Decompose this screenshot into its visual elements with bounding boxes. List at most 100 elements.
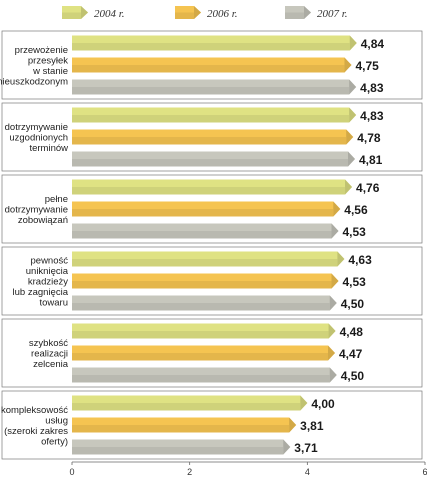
x-tick-label: 4 <box>305 467 310 477</box>
bar-3-shade <box>72 87 350 95</box>
value-label: 4,50 <box>341 297 365 311</box>
bar-3-shade <box>72 159 348 167</box>
bar-3-tip <box>347 151 355 167</box>
legend-item: 2004 r. <box>62 6 125 20</box>
category-label: uzgodnionych <box>9 133 68 144</box>
bar-2-shade <box>72 65 345 73</box>
bar-2-shade <box>72 209 334 217</box>
category-label: usług <box>45 415 68 426</box>
bar-3-tip <box>329 295 337 311</box>
bar-2-shade <box>72 353 328 361</box>
value-label: 4,83 <box>360 81 384 95</box>
legend-label: 2004 r. <box>94 8 125 20</box>
value-label: 4,63 <box>348 253 372 267</box>
bar-1-tip <box>349 35 357 51</box>
bar-1-tip <box>337 251 345 267</box>
category-label: oferty) <box>41 436 68 447</box>
bar-3-shade <box>72 303 330 311</box>
bar-2-tip <box>331 273 339 289</box>
bar-1-shade <box>72 331 329 339</box>
value-label: 4,47 <box>339 347 363 361</box>
legend-swatch-shade <box>62 12 81 19</box>
value-label: 4,53 <box>343 225 367 239</box>
legend-item: 2007 r. <box>285 6 348 20</box>
bar-1-shade <box>72 187 346 195</box>
bar-2-shade <box>72 425 290 433</box>
category-label: nieuszkodzonym <box>0 76 68 87</box>
bar-3-tip <box>283 439 291 455</box>
bar-1-tip <box>328 323 336 339</box>
bar-1-shade <box>72 259 338 267</box>
value-label: 3,71 <box>294 441 318 455</box>
category-label: (szeroki zakres <box>4 426 68 437</box>
value-label: 3,81 <box>300 419 324 433</box>
value-label: 4,84 <box>361 37 385 51</box>
x-tick-label: 2 <box>187 467 192 477</box>
value-label: 4,48 <box>340 325 364 339</box>
bar-1-shade <box>72 115 350 123</box>
legend-swatch-shade <box>285 12 304 19</box>
value-label: 4,78 <box>357 131 381 145</box>
legend-swatch-tip <box>304 6 311 19</box>
category-label: dotrzymywanie <box>5 205 68 216</box>
x-axis: 0 2 4 6 <box>69 461 427 477</box>
x-tick-label: 6 <box>422 467 427 477</box>
category-label: pełne <box>45 194 68 205</box>
category-label: przewożenie <box>15 45 68 56</box>
bar-2-tip <box>344 57 352 73</box>
bar-1-tip <box>300 395 308 411</box>
x-tick-label: 0 <box>69 467 74 477</box>
category-label: kradzieży <box>28 277 68 288</box>
legend-swatch-shade <box>175 12 194 19</box>
bar-2-tip <box>289 417 297 433</box>
category-label: terminów <box>29 143 68 154</box>
legend-label: 2007 r. <box>317 8 348 20</box>
category-label: w stanie <box>32 66 68 77</box>
value-label: 4,83 <box>360 109 384 123</box>
category-label: zelcenia <box>33 359 69 370</box>
legend: 2004 r. 2006 r. 2007 r. <box>62 6 348 20</box>
legend-swatch-tip <box>194 6 201 19</box>
bar-3-tip <box>329 367 337 383</box>
category-label: szybkość <box>29 338 68 349</box>
value-label: 4,50 <box>341 369 365 383</box>
bar-3-shade <box>72 231 332 239</box>
value-label: 4,00 <box>311 397 335 411</box>
category-label: uniknięcia <box>26 266 69 277</box>
legend-label: 2006 r. <box>207 8 238 20</box>
bar-1-tip <box>345 179 353 195</box>
bar-3-shade <box>72 375 330 383</box>
category-label: zobowiązań <box>18 215 68 226</box>
category-label: towaru <box>39 298 68 309</box>
category-label: realizacji <box>31 349 68 360</box>
category-label: kompleksowość <box>1 405 68 416</box>
bar-1-tip <box>349 107 357 123</box>
value-label: 4,75 <box>355 59 379 73</box>
bar-2-shade <box>72 137 347 145</box>
bar-1-shade <box>72 43 350 51</box>
bar-2-tip <box>333 201 341 217</box>
bar-2-tip <box>346 129 354 145</box>
bar-3-tip <box>331 223 339 239</box>
value-label: 4,56 <box>344 203 368 217</box>
value-label: 4,76 <box>356 181 380 195</box>
category-label: pewność <box>31 256 69 267</box>
value-label: 4,53 <box>343 275 367 289</box>
bar-2-tip <box>327 345 335 361</box>
legend-swatch-tip <box>81 6 88 19</box>
category-label: przesyłek <box>28 55 68 66</box>
category-label: lub zagnięcia <box>13 287 69 298</box>
bar-3-shade <box>72 447 284 455</box>
category-label: dotrzymywanie <box>5 122 68 133</box>
bar-3-tip <box>349 79 357 95</box>
bar-2-shade <box>72 281 332 289</box>
value-label: 4,81 <box>359 153 383 167</box>
legend-item: 2006 r. <box>175 6 238 20</box>
